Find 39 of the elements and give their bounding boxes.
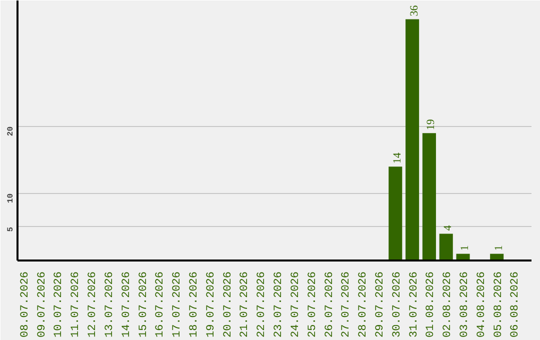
x-tick-label: 23.07.2026	[273, 271, 286, 338]
y-tick-label: 20	[6, 126, 16, 136]
data-label: 36	[408, 4, 420, 16]
data-label: 14	[391, 152, 404, 164]
x-tick-label: 18.07.2026	[188, 271, 200, 338]
x-tick-label: 09.07.2026	[36, 271, 48, 338]
data-label: 1	[492, 245, 505, 251]
x-tick-label: 10.07.2026	[53, 271, 66, 338]
y-tick-label: 5	[6, 226, 16, 232]
x-tick-label: 15.07.2026	[138, 271, 150, 338]
x-tick-label: 12.07.2026	[87, 271, 100, 338]
x-tick-label: 02.08.2026	[442, 271, 454, 338]
x-tick-label: 27.07.2026	[340, 271, 353, 338]
x-tick-label: 25.07.2026	[306, 271, 319, 338]
x-tick-label: 30.07.2026	[391, 271, 404, 338]
x-tick-label: 21.07.2026	[239, 271, 252, 338]
x-tick-label: 05.08.2026	[492, 271, 505, 338]
x-tick-label: 11.07.2026	[70, 271, 82, 338]
x-tick-label: 03.08.2026	[459, 271, 472, 338]
x-tick-label: 04.08.2026	[476, 271, 488, 338]
x-tick-label: 28.07.2026	[358, 271, 370, 338]
x-tick-label: 17.07.2026	[172, 271, 184, 338]
x-tick-label: 06.08.2026	[510, 271, 522, 338]
x-tick-label: 22.07.2026	[256, 271, 268, 338]
x-tick-label: 14.07.2026	[120, 271, 133, 338]
y-tick-label: 10	[6, 193, 16, 204]
x-tick-label: 19.07.2026	[205, 271, 218, 338]
x-tick-label: 24.07.2026	[290, 271, 302, 338]
x-tick-label: 13.07.2026	[104, 271, 116, 338]
data-label: 19	[425, 118, 438, 130]
x-tick-label: 16.07.2026	[154, 271, 167, 338]
data-label: 4	[442, 224, 454, 231]
x-tick-label: 31.07.2026	[408, 271, 420, 338]
x-tick-label: 29.07.2026	[374, 271, 386, 338]
x-tick-label: 08.07.2026	[19, 271, 32, 338]
data-label: 1	[459, 245, 472, 251]
x-tick-label: 01.08.2026	[425, 271, 438, 338]
x-tick-label: 20.07.2026	[222, 271, 234, 338]
x-tick-label: 26.07.2026	[324, 271, 336, 338]
